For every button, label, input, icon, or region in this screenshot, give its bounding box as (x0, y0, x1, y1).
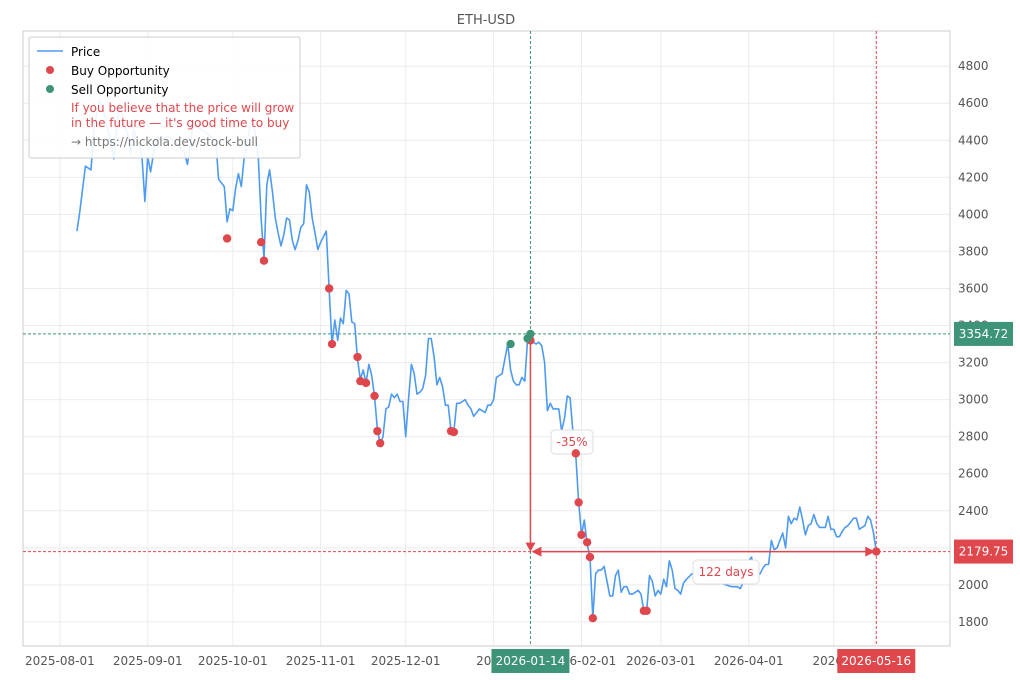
buy-marker (370, 391, 379, 401)
days-label-box (692, 559, 760, 585)
y-tick-label: 4200 (958, 170, 989, 184)
legend-price-label: Price (71, 45, 100, 59)
buy-marker (449, 427, 459, 437)
buy-marker (577, 530, 586, 540)
days-arrow-head-left (531, 546, 542, 557)
peak-date-label: 2026-01-14 (496, 654, 566, 668)
peak-date-badge (491, 649, 570, 673)
peak-value-label: 3354.72 (959, 327, 1009, 341)
legend-buy-swatch (46, 66, 54, 74)
x-tick-label: 2025-08-01 (25, 654, 95, 668)
days-arrow-head-right (865, 546, 876, 557)
plot-frame (22, 30, 951, 647)
callouts: -35% 122 days (525, 333, 876, 585)
legend-note-line-2: in the future — it's good time to buy (71, 116, 289, 130)
legend-link[interactable]: → https://nickola.dev/stock-bull (71, 135, 258, 149)
current-value-label: 2179.75 (959, 545, 1009, 559)
y-tick-label: 2800 (958, 430, 989, 444)
legend-buy-label: Buy Opportunity (71, 64, 170, 78)
legend-box (28, 36, 301, 159)
legend-note-line-1: If you believe that the price will grow (71, 101, 294, 115)
days-label: 122 days (698, 565, 753, 579)
x-tick-label: 2025-11-01 (286, 654, 356, 668)
buy-marker (361, 378, 371, 388)
y-tick-label: 3600 (958, 281, 989, 295)
buy-marker (582, 538, 592, 547)
buy-marker (259, 256, 269, 265)
y-tick-label: 4600 (958, 96, 989, 110)
buy-marker (327, 339, 337, 349)
y-tick-label: 4400 (958, 133, 989, 147)
sell-marker (506, 339, 515, 349)
y-tick-label: 1800 (958, 615, 989, 629)
x-axis: 2025-08-01 2025-09-01 2025-10-01 2025-11-01… (25, 654, 855, 668)
buy-marker (872, 547, 881, 556)
y-tick-label: 3800 (958, 244, 989, 258)
buy-marker (222, 234, 232, 243)
legend-sell-swatch (46, 85, 54, 93)
buy-marker (324, 284, 334, 293)
x-tick-label: 2026-04-01 (714, 654, 784, 668)
grid (23, 31, 950, 646)
current-value-badge (954, 539, 1013, 564)
x-tick-label: 2025-10-01 (198, 654, 268, 668)
x-tick-label: 2025-12-01 (371, 654, 441, 668)
y-tick-label: 4800 (958, 59, 989, 73)
current-date-label: 2026-05-16 (841, 654, 911, 668)
legend: Price Buy Opportunity Sell Opportunity I… (28, 36, 301, 159)
value-badges: 3354.72 2179.75 2026-01-14 2026-05-16 (491, 321, 1013, 673)
buy-marker (256, 237, 266, 247)
sell-marker (526, 329, 535, 339)
buy-marker (574, 498, 583, 507)
x-tick-label: 2025-09-01 (113, 654, 183, 668)
buy-marker (571, 449, 580, 458)
buy-marker (373, 426, 382, 436)
legend-sell-label: Sell Opportunity (71, 83, 169, 97)
y-tick-label: 2400 (958, 504, 989, 518)
y-tick-label: 2600 (958, 467, 989, 481)
y-tick-label: 2000 (958, 578, 989, 592)
x-tick-label: 2026-03-01 (626, 654, 696, 668)
buy-marker (588, 614, 598, 623)
markers (222, 234, 881, 623)
y-tick-label: 3200 (958, 356, 989, 370)
buy-marker (375, 438, 385, 448)
y-tick-label: 3000 (958, 393, 989, 407)
drop-label: -35% (556, 435, 587, 449)
chart-title: ETH-USD (457, 13, 515, 28)
y-tick-label: 4000 (958, 207, 989, 221)
drop-arrow-head (525, 542, 536, 552)
buy-marker (642, 606, 651, 616)
buy-marker (353, 352, 362, 362)
peak-value-badge (954, 321, 1013, 346)
current-date-badge (837, 649, 916, 673)
buy-marker (585, 552, 595, 562)
